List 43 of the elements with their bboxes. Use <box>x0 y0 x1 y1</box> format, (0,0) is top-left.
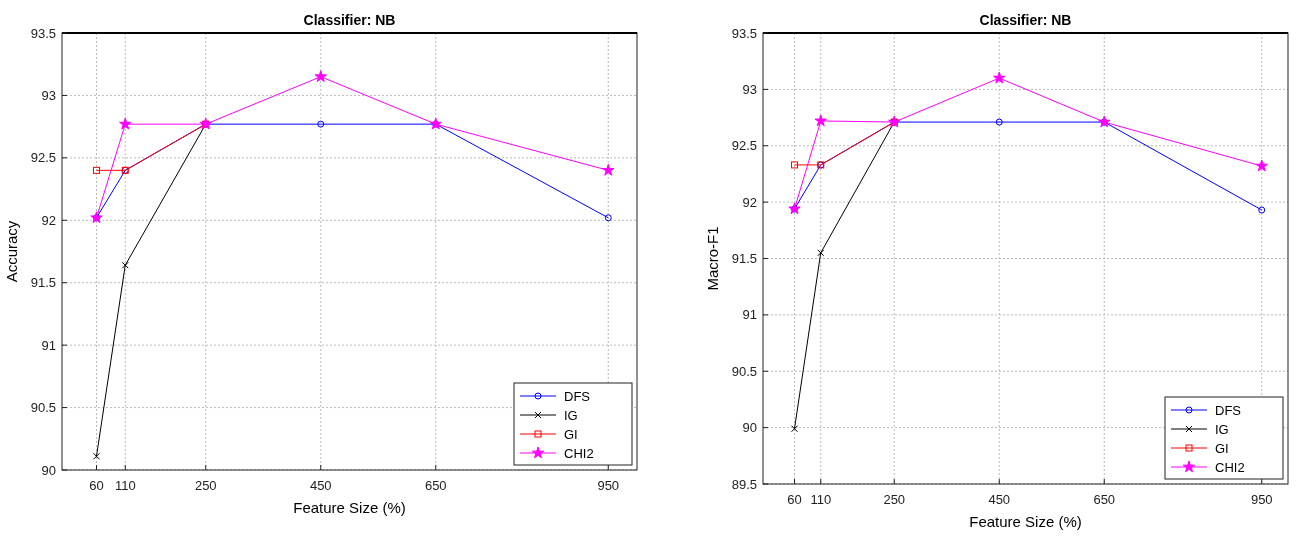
x-axis-title: Feature Size (%) <box>969 513 1082 530</box>
y-tick-label: 93 <box>41 87 56 103</box>
x-tick-label: 60 <box>89 478 104 493</box>
legend-label: IG <box>564 407 578 423</box>
legend-label: CHI2 <box>564 445 594 461</box>
y-tick-label: 92.5 <box>30 150 56 166</box>
y-tick-label: 92 <box>41 212 56 228</box>
legend-label: IG <box>1215 421 1229 437</box>
y-tick-label: 90 <box>41 462 56 478</box>
y-tick-label: 91.5 <box>731 251 757 267</box>
legend-label: CHI2 <box>1215 459 1245 475</box>
x-tick-label: 110 <box>114 478 136 493</box>
y-tick-label: 92.5 <box>731 138 757 154</box>
x-tick-label: 250 <box>883 492 906 507</box>
y-tick-label: 93 <box>742 81 757 97</box>
x-tick-label: 250 <box>194 478 217 493</box>
x-tick-label: 450 <box>988 492 1011 507</box>
y-tick-label: 93.5 <box>30 25 56 41</box>
legend-label: GI <box>1215 440 1229 456</box>
y-tick-label: 93.5 <box>731 25 757 41</box>
x-tick-label: 110 <box>810 492 832 507</box>
x-tick-label: 650 <box>1093 492 1116 507</box>
legend-label: DFS <box>1215 402 1242 418</box>
x-axis-title: Feature Size (%) <box>293 499 406 516</box>
y-tick-label: 91 <box>742 307 757 323</box>
x-tick-label: 950 <box>597 478 620 493</box>
y-tick-label: 90.5 <box>731 363 757 379</box>
legend-label: DFS <box>564 388 591 404</box>
y-axis-title: Macro-F1 <box>704 226 721 291</box>
x-tick-label: 650 <box>424 478 447 493</box>
y-tick-label: 90.5 <box>30 400 56 416</box>
x-tick-label: 60 <box>787 492 802 507</box>
x-tick-label: 950 <box>1250 492 1273 507</box>
y-tick-label: 92 <box>742 194 757 210</box>
y-tick-label: 91 <box>41 337 56 353</box>
y-axis-title: Accuracy <box>3 220 20 283</box>
x-tick-label: 450 <box>309 478 332 493</box>
chart-title: Classifier: NB <box>303 12 396 28</box>
y-tick-label: 91.5 <box>30 275 56 291</box>
y-tick-label: 89.5 <box>731 476 757 492</box>
chart-title: Classifier: NB <box>979 12 1072 28</box>
y-tick-label: 90 <box>742 420 757 436</box>
legend-label: GI <box>564 426 578 442</box>
